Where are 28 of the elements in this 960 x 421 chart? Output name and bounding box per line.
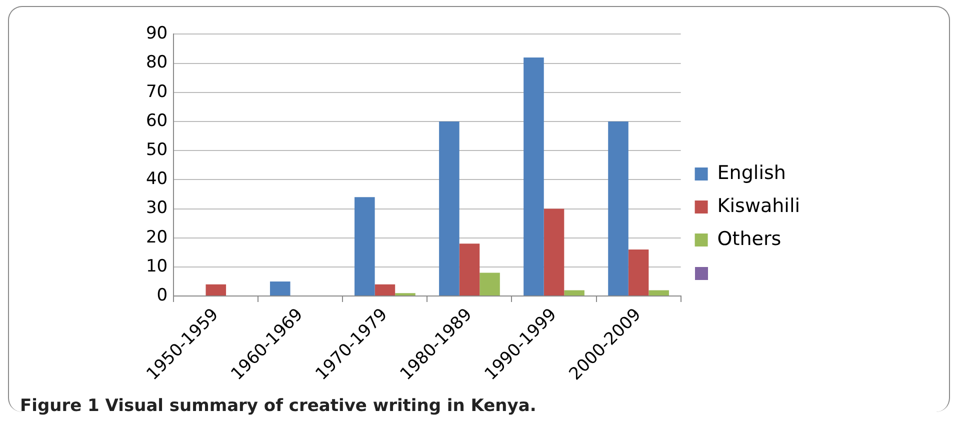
y-tick-label: 40 (146, 169, 168, 190)
y-tick-label: 10 (146, 256, 168, 276)
legend-label: Others (717, 228, 782, 250)
bar (374, 284, 396, 296)
bar (524, 57, 544, 296)
caption: Figure 1 Visual summary of creative writing in Kenya. (20, 396, 536, 416)
y-tick-label: 90 (146, 24, 168, 44)
legend-label: English (717, 162, 786, 184)
y-tick-label: 0 (156, 285, 168, 306)
y-tick-label: 30 (146, 198, 168, 218)
bar (544, 208, 564, 296)
bar (648, 290, 669, 296)
bar (564, 290, 584, 296)
bar (270, 282, 290, 296)
y-tick-label: 50 (146, 140, 168, 160)
bar (628, 250, 649, 296)
y-tick-label: 80 (146, 52, 168, 73)
y-tick-label: 60 (146, 110, 168, 131)
bar (459, 244, 480, 296)
y-tick-label: 70 (146, 82, 168, 102)
legend-label: Kiswahili (717, 194, 800, 217)
bar (206, 284, 226, 296)
y-tick-label: 20 (146, 227, 168, 248)
bar (395, 293, 416, 296)
bar (480, 272, 500, 296)
bar (354, 197, 375, 296)
bar (439, 121, 460, 296)
bar (608, 121, 628, 296)
